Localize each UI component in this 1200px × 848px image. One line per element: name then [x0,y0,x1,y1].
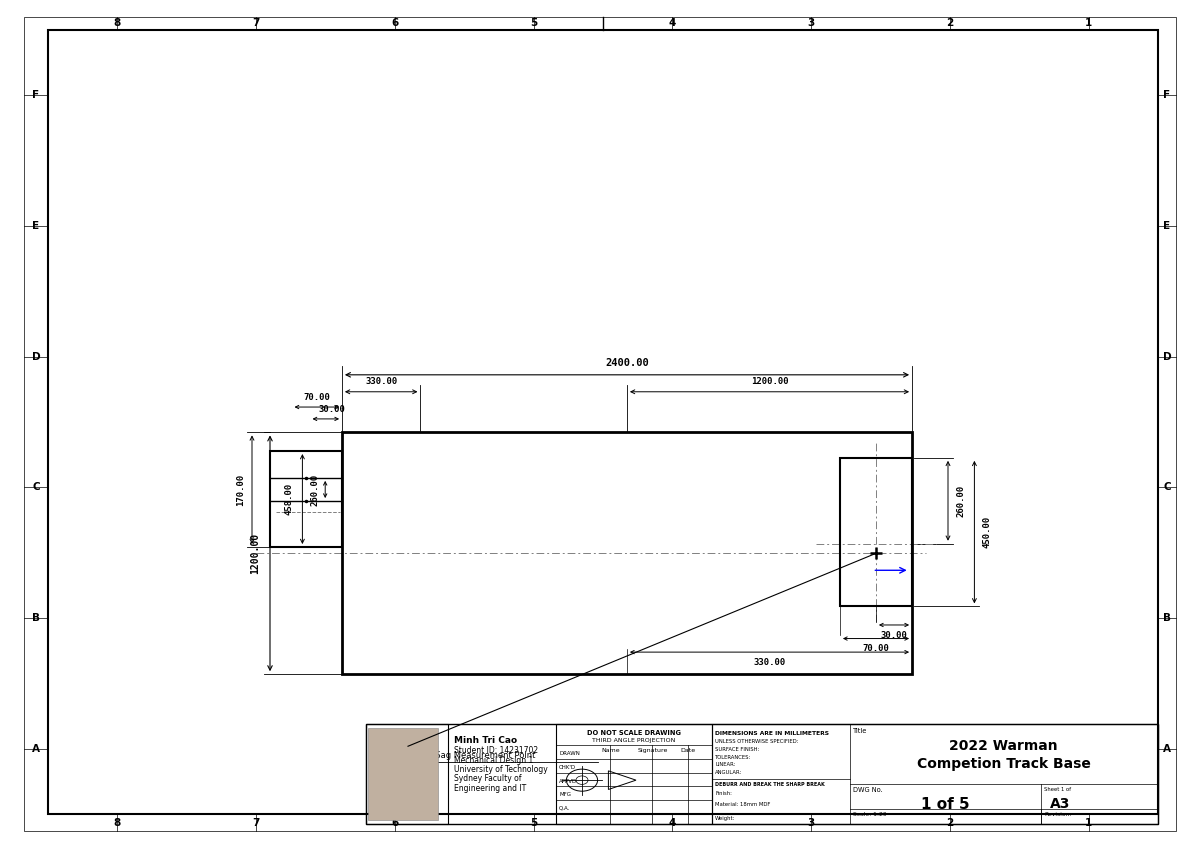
Text: Mark Sag Measurement Point: Mark Sag Measurement Point [412,751,535,761]
Text: F: F [1164,90,1170,100]
Text: 3: 3 [808,19,815,28]
Text: 330.00: 330.00 [754,658,786,667]
Text: Scale: 1:20: Scale: 1:20 [853,812,887,817]
Text: 260.00: 260.00 [956,485,966,517]
Text: University of Technology: University of Technology [454,765,547,774]
Text: A3: A3 [1050,797,1070,812]
Text: Sydney Faculty of: Sydney Faculty of [454,774,521,784]
Text: 3: 3 [808,817,815,828]
Text: D: D [1163,352,1171,361]
Text: Sheet 1 of: Sheet 1 of [1044,787,1072,792]
Text: 7: 7 [252,817,260,828]
Bar [366,724,1158,824]
Text: 2: 2 [947,19,954,28]
Text: Mechanical Design 1: Mechanical Design 1 [454,756,533,765]
Text: B: B [1163,613,1171,623]
Bar [840,458,912,606]
Text: SURFACE FINISH:: SURFACE FINISH: [715,747,760,752]
Text: 6: 6 [391,817,398,828]
Text: D: D [31,352,41,361]
Text: THIRD ANGLE PROJECTION: THIRD ANGLE PROJECTION [592,738,676,743]
Text: 1200.00: 1200.00 [251,533,260,574]
Bar [366,724,448,824]
Text: Revision:: Revision: [1044,812,1072,817]
Bar [270,451,342,547]
Text: 1: 1 [1085,19,1092,28]
Text: E: E [1164,220,1170,231]
Text: 30.00: 30.00 [318,404,346,414]
Text: Finish:: Finish: [715,791,732,796]
Text: DWG No.: DWG No. [853,787,883,793]
Text: Name: Name [601,748,619,753]
Text: 1: 1 [1085,817,1092,828]
Text: DO NOT SCALE DRAWING: DO NOT SCALE DRAWING [587,730,680,736]
Text: Title: Title [853,728,868,734]
Text: DRAWN: DRAWN [559,751,580,756]
Text: 2400.00: 2400.00 [605,358,649,368]
Bar [712,724,1158,824]
Text: DIMENSIONS ARE IN MILLIMETERS: DIMENSIONS ARE IN MILLIMETERS [715,731,829,736]
Text: 6: 6 [391,19,398,28]
Text: Q.A.: Q.A. [559,806,570,811]
Text: Weight:: Weight: [715,816,736,821]
Text: 4: 4 [668,19,676,28]
Text: ANGULAR:: ANGULAR: [715,770,743,775]
Text: Material: 18mm MDF: Material: 18mm MDF [715,802,770,807]
Text: 260.00: 260.00 [310,473,319,505]
Text: 458.00: 458.00 [286,483,294,516]
Text: Date: Date [680,748,696,753]
Text: 8: 8 [114,817,121,828]
Text: 2022 Warman: 2022 Warman [949,739,1058,753]
Text: Competion Track Base: Competion Track Base [917,757,1091,771]
Text: E: E [32,220,40,231]
Bar [342,432,912,674]
Text: 5: 5 [530,19,538,28]
Text: 70.00: 70.00 [304,393,330,402]
Text: A: A [32,744,40,754]
Text: DEBURR AND BREAK THE SHARP BREAK: DEBURR AND BREAK THE SHARP BREAK [715,782,824,787]
Text: 330.00: 330.00 [365,377,397,386]
Text: Signature: Signature [637,748,667,753]
Text: C: C [32,483,40,492]
Text: CHK'D: CHK'D [559,765,576,770]
Text: A: A [1163,744,1171,754]
Text: 30.00: 30.00 [881,631,907,640]
Text: F: F [32,90,40,100]
Text: Minh Tri Cao: Minh Tri Cao [454,736,517,745]
Text: Student ID: 14231702: Student ID: 14231702 [454,746,538,756]
Text: 8: 8 [114,19,121,28]
Text: 7: 7 [252,19,260,28]
Text: UNLESS OTHERWISE SPECIFIED:: UNLESS OTHERWISE SPECIFIED: [715,739,798,745]
Text: 2: 2 [947,817,954,828]
Text: 450.00: 450.00 [983,516,992,549]
Text: C: C [1163,483,1171,492]
Text: B: B [32,613,40,623]
Text: 5: 5 [530,817,538,828]
Text: LINEAR:: LINEAR: [715,762,736,767]
Bar [556,724,712,824]
Text: Engineering and IT: Engineering and IT [454,784,526,793]
Text: 4: 4 [668,817,676,828]
Text: 1 of 5: 1 of 5 [920,797,970,812]
Bar [368,728,438,820]
Text: 1200.00: 1200.00 [751,377,788,386]
Text: 170.00: 170.00 [236,473,245,506]
Text: TOLERANCES:: TOLERANCES: [715,755,751,760]
Text: APPVD: APPVD [559,778,577,784]
Text: 70.00: 70.00 [863,644,889,654]
Text: MFG: MFG [559,792,571,797]
